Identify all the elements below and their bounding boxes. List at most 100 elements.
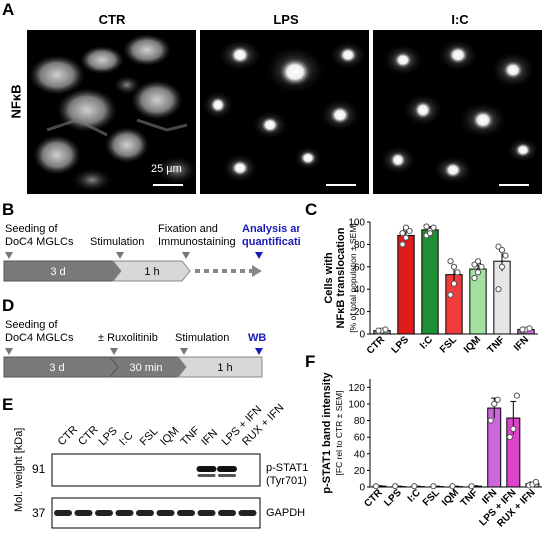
wb-band-gapdh: [218, 510, 236, 516]
timeline-b-arrowhead: [252, 265, 262, 277]
chart-ytick-label: 40: [354, 449, 366, 460]
panel-label-d: D: [2, 296, 15, 315]
wb-mw-37: 37: [32, 506, 46, 520]
micrograph-ic: [373, 30, 542, 194]
timeline-b-segment-1h: [111, 260, 191, 282]
chart-point: [382, 326, 389, 333]
panel-a-ylabel: NFκB: [8, 84, 24, 119]
chart-point: [402, 234, 410, 241]
chart-point: [498, 263, 506, 270]
chart-ytick-label: 0: [359, 330, 365, 341]
wb-mw-91: 91: [32, 462, 46, 476]
timeline-b-step-fixation: Fixation and Immunostaining: [158, 223, 236, 248]
wb-lane-label: CTR: [76, 424, 101, 449]
wb-lane-label: TNF: [179, 424, 203, 448]
chart-ytick-label: 100: [348, 399, 365, 410]
timeline-b-duration-3d: 3 d: [50, 266, 65, 278]
timeline-b-marker-4: [255, 252, 263, 259]
timeline-b-step-analysis: Analysis andquantification: [242, 223, 300, 248]
wb-lane-label: LPS: [97, 425, 120, 448]
chart-point: [449, 483, 456, 490]
chart-point: [487, 417, 494, 424]
chart-xtick-label: IQM: [440, 487, 461, 508]
chart-point: [450, 263, 458, 270]
wb-band-pstat1-lower: [197, 474, 216, 477]
timeline-d-marker-3: [180, 348, 188, 355]
chart-point: [399, 230, 406, 237]
timeline-d-segment-1h: [176, 356, 263, 378]
micrograph-ic-image: [380, 39, 539, 184]
chart-point: [519, 326, 526, 333]
wb-lane-label: IQM: [158, 425, 181, 448]
chart-ytick-label: 0: [359, 483, 365, 494]
timeline-d-duration-1h: 1 h: [217, 362, 232, 374]
chart-point: [506, 434, 513, 441]
timeline-b-step-stimulation: Stimulation: [90, 236, 144, 248]
wb-band-pstat1: [196, 466, 217, 472]
panel-label-e: E: [2, 395, 14, 414]
chart-point: [426, 230, 434, 237]
wb-band-label-pstat1: p-STAT1: [266, 462, 308, 474]
scale-bar-ic: [499, 184, 529, 186]
timeline-b: Seeding of DoC4 MGLCs Stimulation Fixatio…: [3, 223, 300, 282]
timeline-b-duration-1h: 1 h: [144, 266, 159, 278]
chart-bar: [493, 260, 511, 335]
chart-point: [430, 224, 437, 231]
wb-band-gapdh: [177, 510, 195, 516]
wb-band-label-tyr701: (Tyr701): [266, 475, 307, 487]
chart-point: [491, 400, 498, 408]
wb-lane-label: IFN: [199, 427, 220, 448]
chart-bar: [397, 234, 415, 335]
wb-band-gapdh: [238, 510, 257, 516]
timeline-d-marker-4: [255, 348, 263, 355]
chart-point: [411, 483, 418, 490]
chart-ylabel-units: [FC rel to CTR ± SEM]: [334, 391, 344, 476]
timeline-b-step-seeding: Seeding of DoC4 MGLCs: [5, 223, 74, 248]
timeline-d-marker-1: [5, 348, 13, 355]
chart-xtick-label: CTR: [362, 487, 385, 510]
chart-ytick-label: 80: [354, 240, 366, 251]
wb-bands: [54, 466, 257, 516]
wb-lane-label: FSL: [138, 425, 161, 448]
chart-ytick-label: 60: [354, 433, 366, 444]
timeline-d-marker-2: [110, 348, 118, 355]
scale-bar-ctr: [153, 184, 183, 186]
image-title-ctr: CTR: [98, 12, 126, 27]
timeline-b-marker-3: [182, 252, 190, 259]
chart-xtick-label: I:C: [418, 334, 435, 351]
chart-xtick-label: LPS: [390, 334, 412, 356]
wb-band-pstat1-lower: [218, 474, 236, 477]
chart-point: [399, 241, 406, 248]
chart-point: [430, 483, 437, 490]
timeline-d-duration-3d: 3 d: [49, 362, 64, 374]
scale-bar-lps: [326, 184, 356, 186]
chart-point: [474, 269, 482, 276]
chart-ylabel: p-STAT1 band intensity: [321, 372, 333, 494]
chart-xtick-label: IFN: [512, 334, 531, 353]
wb-lane-label: I:C: [117, 430, 135, 448]
chart-point: [447, 258, 454, 265]
panel-label-a: A: [2, 0, 15, 19]
wb-band-gapdh: [197, 510, 216, 516]
chart-point: [526, 325, 533, 332]
chart-xtick-label: LPS: [382, 487, 404, 509]
wb-band-gapdh: [54, 510, 72, 516]
chart-ytick-label: 20: [354, 307, 366, 318]
timeline-d-step-seeding: Seeding of DoC4 MGLCs: [5, 319, 74, 344]
chart-point: [495, 286, 502, 293]
chart-point: [468, 483, 475, 490]
chart-xtick-label: CTR: [365, 334, 388, 357]
image-title-ic: I:C: [451, 12, 469, 27]
chart-ytick-label: 60: [354, 262, 366, 273]
chart-point: [532, 478, 540, 486]
wb-band-gapdh: [136, 510, 154, 516]
wb-band-gapdh: [115, 510, 134, 516]
chart-point: [375, 327, 382, 334]
chart-f: p-STAT1 band intensity [FC rel to CTR ± S…: [321, 372, 542, 530]
wb-band-label-gapdh: GAPDH: [266, 507, 305, 519]
chart-xtick-label: FSL: [421, 487, 442, 508]
wb-band-gapdh: [74, 510, 93, 516]
wb-lane-label: CTR: [56, 424, 81, 449]
